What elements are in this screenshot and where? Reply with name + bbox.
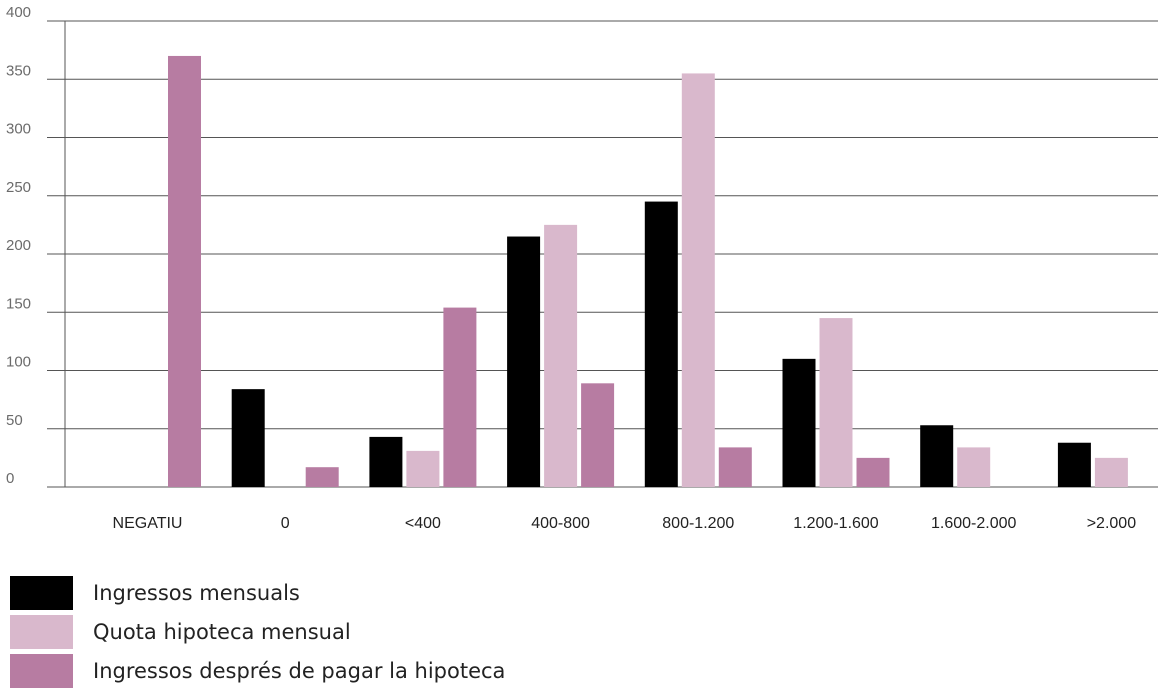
y-axis-ticks: 0 50 100 150 200 250 300 350 400 bbox=[6, 4, 31, 487]
y-tick-label: 300 bbox=[6, 121, 31, 138]
bar bbox=[681, 73, 715, 488]
bar-chart: 0 50 100 150 200 250 300 350 400 NEGATIU 0 <400 400… bbox=[6, 4, 1158, 532]
bar bbox=[231, 389, 265, 487]
bar bbox=[819, 318, 853, 487]
bar bbox=[957, 447, 991, 487]
legend-item-income: Ingressos mensuals bbox=[10, 574, 505, 612]
x-tick-label: 400-800 bbox=[531, 515, 590, 532]
bar bbox=[782, 358, 816, 487]
x-tick-label: <400 bbox=[405, 515, 441, 532]
bar bbox=[920, 425, 954, 487]
y-tick-label: 50 bbox=[6, 412, 23, 429]
bar bbox=[369, 436, 403, 487]
y-tick-label: 200 bbox=[6, 237, 31, 254]
legend-swatch bbox=[10, 654, 73, 688]
x-tick-label: 1.600-2.000 bbox=[931, 515, 1017, 532]
bar bbox=[443, 307, 477, 487]
x-tick-label: >2.000 bbox=[1087, 515, 1136, 532]
legend-swatch bbox=[10, 576, 73, 610]
bar bbox=[856, 457, 890, 487]
bar bbox=[644, 201, 678, 487]
y-tick-label: 350 bbox=[6, 62, 31, 79]
x-tick-label: 0 bbox=[281, 515, 290, 532]
x-axis-ticks: NEGATIU 0 <400 400-800 800-1.200 1.200-1.600 1… bbox=[113, 515, 1137, 532]
bar bbox=[581, 383, 615, 487]
bar bbox=[168, 55, 201, 487]
bars bbox=[168, 55, 1128, 488]
legend-item-income-after-mortgage: Ingressos després de pagar la hipoteca bbox=[10, 652, 505, 690]
y-tick-label: 250 bbox=[6, 179, 31, 196]
legend-item-mortgage-quota: Quota hipoteca mensual bbox=[10, 613, 505, 651]
y-tick-label: 100 bbox=[6, 354, 31, 371]
x-tick-label: 1.200-1.600 bbox=[793, 515, 879, 532]
legend: Ingressos mensuals Quota hipoteca mensua… bbox=[10, 574, 505, 691]
legend-label: Quota hipoteca mensual bbox=[93, 620, 351, 644]
x-tick-label: NEGATIU bbox=[113, 515, 183, 532]
bar bbox=[406, 450, 440, 487]
y-tick-label: 400 bbox=[6, 4, 31, 21]
x-tick-label: 800-1.200 bbox=[662, 515, 734, 532]
legend-swatch bbox=[10, 615, 73, 649]
legend-label: Ingressos mensuals bbox=[93, 581, 300, 605]
bar bbox=[1094, 457, 1128, 487]
bar bbox=[544, 224, 578, 487]
y-tick-label: 150 bbox=[6, 295, 31, 312]
bar bbox=[1057, 442, 1091, 487]
bar bbox=[305, 467, 339, 487]
bar bbox=[718, 447, 752, 487]
y-tick-label: 0 bbox=[6, 470, 14, 487]
bar bbox=[507, 236, 541, 487]
legend-label: Ingressos després de pagar la hipoteca bbox=[93, 659, 506, 683]
